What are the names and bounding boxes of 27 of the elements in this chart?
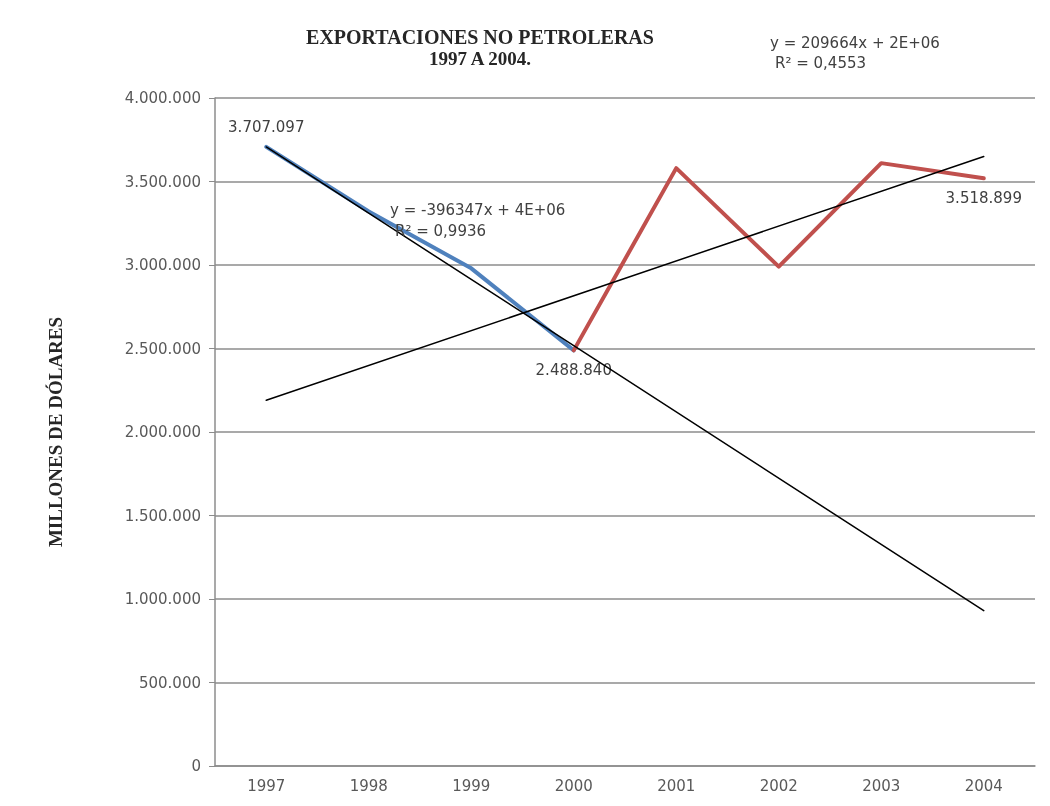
x-tick-label: 2003 (862, 776, 901, 795)
chart-subtitle: 1997 A 2004. (429, 48, 531, 69)
y-tick-label: 3.000.000 (124, 256, 201, 274)
y-tick-label: 3.500.000 (124, 172, 201, 191)
y-axis-title: MILLONES DE DÓLARES (45, 316, 66, 548)
y-tick-label: 1.000.000 (124, 590, 201, 608)
x-tick-label: 1999 (452, 776, 491, 795)
chart-title: EXPORTACIONES NO PETROLERAS (306, 26, 654, 48)
x-tick-label: 1997 (247, 776, 286, 795)
x-tick-label: 2002 (759, 776, 798, 795)
y-tick-label: 4.000.000 (124, 89, 201, 107)
x-tick-label: 2004 (964, 776, 1003, 795)
annotation: R² = 0,9936 (395, 221, 487, 240)
y-tick-label: 0 (191, 757, 201, 775)
annotation: y = -396347x + 4E+06 (390, 200, 566, 219)
y-tick-label: 500.000 (138, 673, 201, 692)
x-tick-label: 2000 (554, 776, 593, 795)
text: y = 209664x + 2E+06 (770, 33, 940, 52)
y-tick-label: 2.000.000 (124, 423, 201, 441)
y-tick-label: 1.500.000 (124, 506, 201, 525)
text: R² = 0,4553 (775, 53, 867, 72)
data-label: 2.488.840 (535, 360, 612, 379)
data-label: 3.707.097 (228, 118, 305, 137)
data-label: 3.518.899 (945, 188, 1022, 207)
y-tick-label: 2.500.000 (124, 339, 201, 358)
x-tick-label: 1998 (349, 776, 388, 795)
x-tick-label: 2001 (657, 776, 696, 795)
